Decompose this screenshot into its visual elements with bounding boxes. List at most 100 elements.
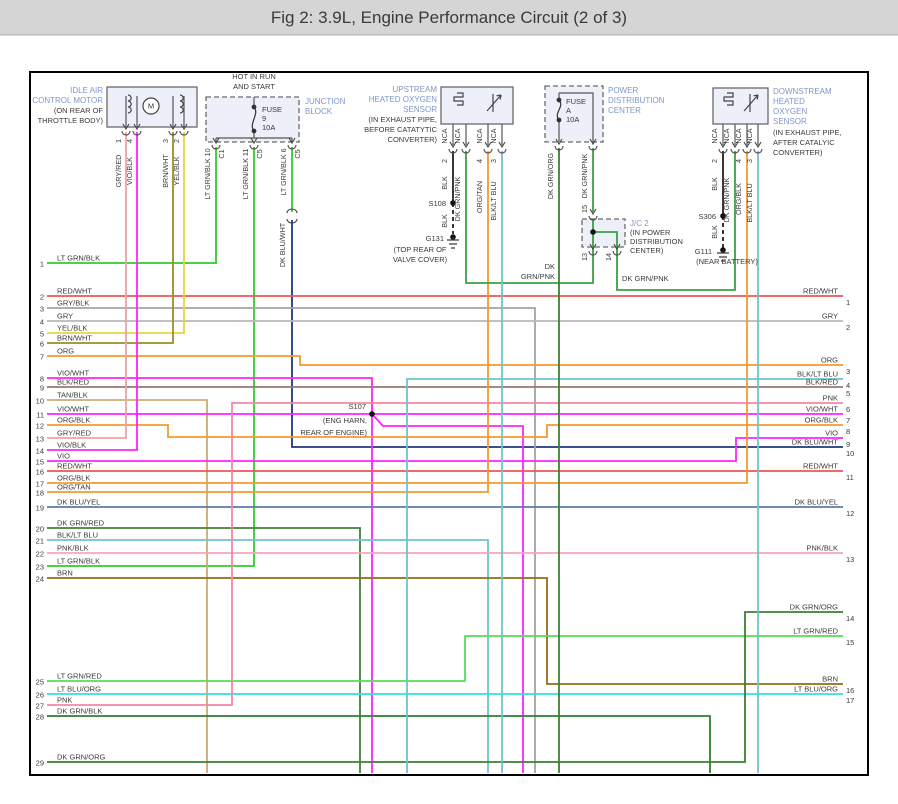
connector-pin-icon: [753, 141, 763, 154]
component-label: POWER: [608, 86, 638, 95]
connector-pin-icon: [588, 138, 598, 151]
diagram-label: FUSE: [262, 105, 282, 114]
diagram-label: 22: [36, 550, 44, 559]
diagram-label: 11: [36, 411, 44, 420]
diagram-label: PNK: [823, 394, 838, 403]
diagram-label: 5: [846, 389, 850, 398]
diagram-label: (IN POWER: [630, 228, 671, 237]
wire-vio-wht: [47, 377, 373, 773]
diagram-label: REAR OF ENGINE): [300, 428, 367, 437]
wire-dk-grn-pnk: [593, 231, 618, 247]
wire-lt-grn-blk: [47, 147, 217, 264]
diagram-label: NCA: [489, 128, 498, 143]
diagram-label: LT GRN/RED: [57, 672, 102, 681]
diagram-label: 2: [172, 139, 181, 143]
connector-pin-icon: [730, 141, 740, 154]
diagram-label: 14: [604, 253, 613, 261]
diagram-label: 10: [846, 449, 854, 458]
wire-yel-blk: [47, 132, 185, 334]
diagram-label: LT GRN/BLK 11: [241, 149, 250, 200]
connector-pin-icon: [588, 243, 598, 256]
fuse-icon: [251, 104, 257, 134]
diagram-label: VIO/BLK: [57, 441, 86, 450]
wire-lt-grn-red: [47, 635, 843, 682]
diagram-label: VIO/WHT: [57, 405, 89, 414]
diagram-label: BRN/WHT: [161, 154, 170, 188]
component-label: HEATED: [773, 97, 805, 106]
diagram-label: ORG/BLK: [805, 416, 838, 425]
diagram-label: LT GRN/BLK 10: [203, 148, 212, 199]
diagram-label: BLK: [440, 214, 449, 228]
ground-icon: [447, 237, 459, 249]
diagram-label: VIO: [57, 452, 70, 461]
diagram-label: 2: [710, 159, 719, 163]
diagram-label: (TOP REAR OF: [393, 245, 446, 254]
diagram-label: 20: [36, 525, 44, 534]
diagram-label: CONVERTER): [388, 135, 438, 144]
diagram-label: VIO/WHT: [806, 405, 838, 414]
fuse-icon: [556, 97, 562, 123]
diagram-label: ORG/TAN: [57, 483, 91, 492]
diagram-label: NCA: [475, 128, 484, 143]
diagram-label: 24: [36, 575, 44, 584]
connector-pin-icon: [483, 141, 493, 154]
connector-pin-icon: [121, 123, 131, 136]
diagram-label: VIO: [825, 429, 838, 438]
connector-pin-icon: [448, 141, 458, 154]
component-label: BLOCK: [305, 107, 333, 116]
diagram-label: 10: [36, 397, 44, 406]
connector-pin-icon: [497, 141, 507, 154]
wire-gry-red: [47, 132, 127, 439]
diagram-label: 2: [440, 159, 449, 163]
diagram-label: 6: [40, 340, 44, 349]
wire-org-blk: [47, 151, 748, 484]
diagram-label: 3: [40, 305, 44, 314]
diagram-label: 18: [36, 489, 44, 498]
connector-pin-icon: [588, 208, 598, 221]
diagram-label: NCA: [734, 128, 743, 143]
component-box-upstream-o2-sensor: [440, 86, 514, 125]
diagram-label: 16: [846, 686, 854, 695]
wire-int: [559, 92, 594, 142]
diagram-label: VIO/WHT: [57, 369, 89, 378]
diagram-label: 12: [36, 422, 44, 431]
wires: [47, 92, 843, 773]
diagram-label: (NEAR BATTERY): [696, 257, 758, 266]
diagram-label: 1: [114, 139, 123, 143]
diagram-label: YEL/BLK: [57, 324, 87, 333]
diagram-label: RED/WHT: [57, 287, 92, 296]
diagram-label: 8: [40, 375, 44, 384]
splice-dot: [369, 411, 375, 417]
diagram-label: BRN/WHT: [57, 334, 92, 343]
diagram-label: BLK/LT BLU: [797, 370, 838, 379]
component-label: SENSOR: [773, 117, 807, 126]
diagram-label: 11: [846, 473, 854, 482]
diagram-label: 4: [846, 381, 850, 390]
diagram-label: S108: [428, 199, 446, 208]
wire-dk-grn-blk: [47, 715, 711, 773]
wire-pnk: [47, 402, 843, 706]
diagram-label: TAN/BLK: [57, 391, 88, 400]
diagram-label: ORG: [821, 356, 838, 365]
diagram-label: 27: [36, 702, 44, 711]
diagram-label: FUSE: [566, 97, 586, 106]
diagram-label: (ON REAR OF: [54, 106, 104, 115]
diagram-label: LT GRN/RED: [793, 627, 838, 636]
diagram-label: RED/WHT: [803, 287, 838, 296]
connector-pin-icon: [179, 123, 189, 136]
diagram-label: 16: [36, 468, 44, 477]
diagram-label: HOT IN RUN: [232, 72, 276, 81]
title-bar: [0, 0, 898, 35]
diagram-label: DK GRN/PNK: [580, 153, 589, 198]
motor-icon: M: [142, 97, 160, 115]
wire-gry-blk: [47, 307, 536, 773]
diagram-label: BRN: [822, 675, 838, 684]
wire-brn: [47, 577, 843, 685]
diagram-label: PNK: [57, 696, 72, 705]
component-box-junction-block: [205, 96, 300, 143]
diagram-label: BRN: [57, 569, 73, 578]
diagram-label: 15: [846, 638, 854, 647]
connector-pin-icon: [287, 137, 297, 150]
